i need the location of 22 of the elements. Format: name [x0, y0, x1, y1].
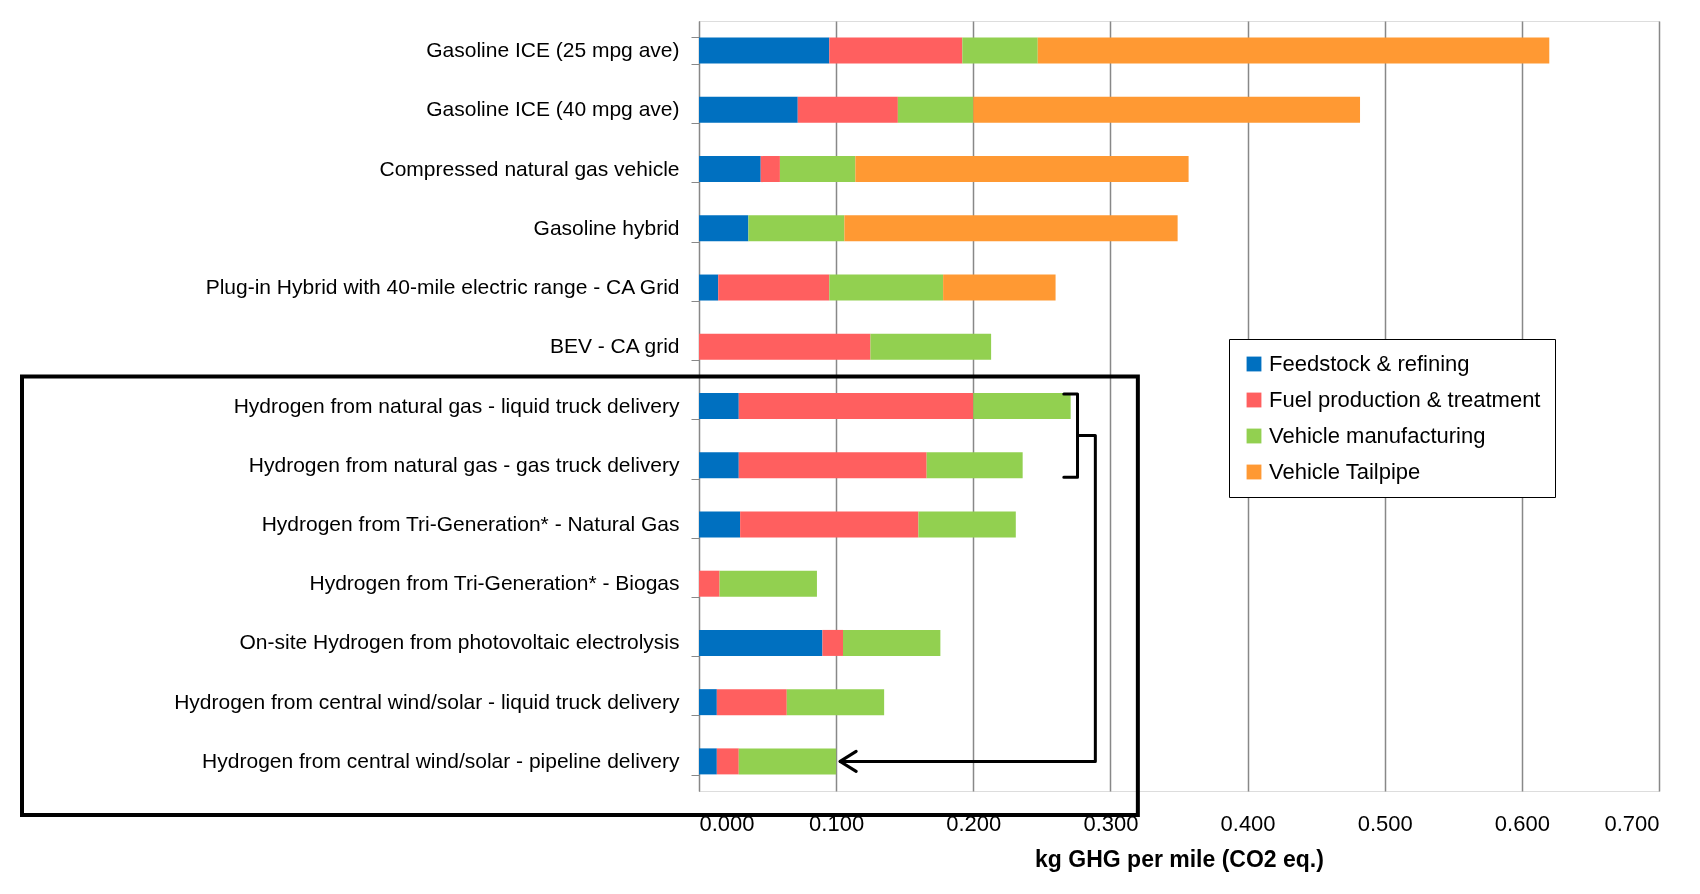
y-tick-label: Hydrogen from natural gas - liquid truck delivery	[233, 393, 680, 417]
x-tick-label: 0.400	[1220, 810, 1276, 836]
y-tick-label: On-site Hydrogen from photovoltaic electrolysis	[239, 630, 680, 654]
x-tick-label: 0.600	[1494, 810, 1550, 836]
y-tick-label: Hydrogen from Tri-Generation* - Natural Gas	[261, 511, 680, 535]
y-tick-label: Plug-in Hybrid with 40-mile electric range - CA Grid	[205, 275, 680, 299]
y-tick-label: Compressed natural gas vehicle	[379, 156, 680, 180]
x-tick-label: 0.700	[1604, 810, 1660, 836]
y-tick-label: Hydrogen from central wind/solar - liquid truck delivery	[174, 689, 680, 713]
x-tick-label: 0.500	[1357, 810, 1413, 836]
legend-label: Vehicle Tailpipe	[1269, 459, 1421, 484]
x-axis-title: kg GHG per mile (CO2 eq.)	[1035, 845, 1324, 872]
y-tick-label: Gasoline ICE (25 mpg ave)	[426, 38, 680, 62]
y-tick-label: Hydrogen from natural gas - gas truck delivery	[248, 452, 680, 476]
legend-label: Fuel production & treatment	[1269, 387, 1541, 412]
y-tick-label: Hydrogen from Tri-Generation* - Biogas	[309, 571, 680, 595]
y-tick-label: Gasoline ICE (40 mpg ave)	[426, 97, 680, 121]
y-tick-label: BEV - CA grid	[549, 334, 680, 358]
y-tick-label: Hydrogen from central wind/solar - pipeline delivery	[202, 748, 680, 772]
legend-label: Feedstock & refining	[1269, 351, 1470, 376]
legend-label: Vehicle manufacturing	[1269, 423, 1486, 448]
y-tick-label: Gasoline hybrid	[533, 215, 680, 239]
